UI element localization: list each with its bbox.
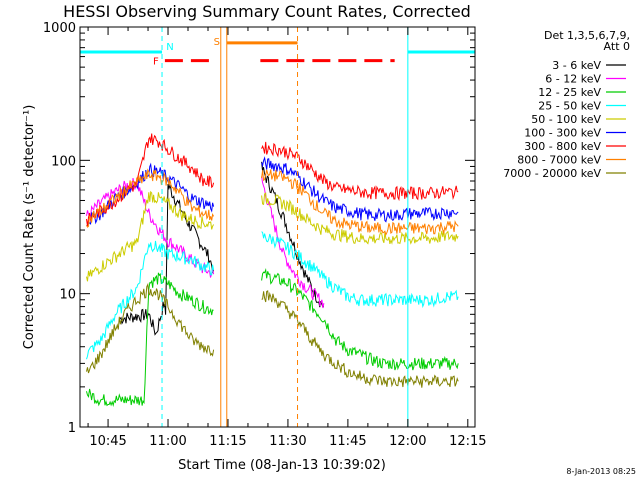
series-layer xyxy=(86,133,459,407)
x-tick-label-1: 11:00 xyxy=(149,434,186,449)
y-tick-label-3: 1000 xyxy=(43,21,76,36)
series-line-6-segment-0 xyxy=(86,133,215,227)
flag-label-F: F xyxy=(153,57,159,68)
legend-entry-label-1: 6 - 12 keV xyxy=(545,73,601,86)
series-line-6-segment-1 xyxy=(261,141,459,202)
y-tick-label-1: 10 xyxy=(59,288,76,303)
series-line-5-segment-1 xyxy=(261,156,459,223)
series-line-8-segment-1 xyxy=(261,290,459,388)
legend-entry-label-0: 3 - 6 keV xyxy=(552,59,601,72)
x-tick-label-6: 12:15 xyxy=(449,434,486,449)
legend-header-line-1: Det 1,3,5,6,7,9, xyxy=(544,29,630,42)
chart-title: HESSI Observing Summary Count Rates, Cor… xyxy=(63,2,471,21)
x-tick-label-0: 10:45 xyxy=(89,434,126,449)
series-line-1-segment-1 xyxy=(261,176,325,309)
legend-entry-label-6: 300 - 800 keV xyxy=(524,140,601,153)
series-line-7-segment-1 xyxy=(261,169,459,236)
legend-entry-label-5: 100 - 300 keV xyxy=(524,127,601,140)
series-line-2-segment-0 xyxy=(86,272,214,407)
x-tick-label-4: 11:45 xyxy=(329,434,366,449)
x-axis-label: Start Time (08-Jan-13 10:39:02) xyxy=(178,458,386,473)
legend-header-line-2: Att 0 xyxy=(604,40,630,53)
flag-label-S: S xyxy=(214,37,220,48)
x-tick-label-3: 11:30 xyxy=(269,434,306,449)
plot-timestamp: 8-Jan-2013 08:25 xyxy=(566,467,636,476)
series-line-7-segment-0 xyxy=(86,168,215,228)
series-line-4-segment-1 xyxy=(261,192,459,245)
legend-entry-label-3: 25 - 50 keV xyxy=(538,100,601,113)
y-tick-label-0: 1 xyxy=(68,421,76,436)
axes-layer: 10:45 11:00 11:15 11:30 11:45 12:00 12:15 1 10 10… xyxy=(43,21,487,449)
x-tick-label-2: 11:15 xyxy=(209,434,246,449)
plot-frame xyxy=(79,26,476,428)
legend-entry-label-4: 50 - 100 keV xyxy=(531,113,601,126)
series-line-4-segment-0 xyxy=(86,190,215,282)
legend-entry-label-2: 12 - 25 keV xyxy=(538,86,601,99)
series-line-0-segment-0 xyxy=(119,183,215,336)
series-line-2-segment-1 xyxy=(261,268,459,371)
series-line-3-segment-1 xyxy=(261,231,459,309)
legend-entry-label-7: 800 - 7000 keV xyxy=(517,154,601,167)
y-tick-label-2: 100 xyxy=(51,154,76,169)
series-line-8-segment-0 xyxy=(86,282,215,374)
legend-entry-label-8: 7000 - 20000 keV xyxy=(503,167,601,180)
x-tick-label-5: 12:00 xyxy=(389,434,426,449)
flag-label-N: N xyxy=(166,42,173,53)
y-axis-label: Corrected Count Rate (s⁻¹ detector⁻¹) xyxy=(22,105,37,350)
series-line-3-segment-0 xyxy=(86,240,215,360)
